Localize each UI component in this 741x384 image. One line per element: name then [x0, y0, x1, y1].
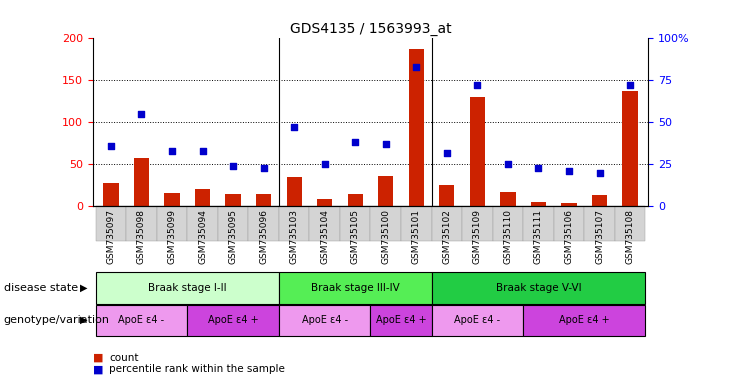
- Bar: [157, 206, 187, 242]
- Bar: [317, 200, 332, 206]
- Bar: [279, 206, 310, 242]
- Bar: [96, 272, 279, 304]
- Bar: [431, 305, 523, 336]
- Point: [380, 141, 392, 147]
- Point: [105, 143, 117, 149]
- Text: count: count: [109, 353, 139, 363]
- Point: [319, 161, 330, 167]
- Bar: [195, 189, 210, 206]
- Text: ApoE ε4 -: ApoE ε4 -: [302, 315, 348, 325]
- Title: GDS4135 / 1563993_at: GDS4135 / 1563993_at: [290, 22, 451, 36]
- Point: [227, 163, 239, 169]
- Bar: [287, 177, 302, 206]
- Bar: [462, 206, 493, 242]
- Bar: [218, 206, 248, 242]
- Point: [411, 64, 422, 70]
- Bar: [500, 192, 516, 206]
- Bar: [187, 305, 279, 336]
- Bar: [378, 176, 393, 206]
- Bar: [431, 206, 462, 242]
- Point: [594, 170, 605, 176]
- Point: [441, 149, 453, 156]
- Point: [258, 164, 270, 170]
- Text: ApoE ε4 +: ApoE ε4 +: [376, 315, 426, 325]
- Bar: [370, 305, 431, 336]
- Bar: [622, 91, 638, 206]
- Bar: [470, 97, 485, 206]
- Bar: [531, 202, 546, 206]
- Point: [624, 82, 636, 88]
- Bar: [187, 206, 218, 242]
- Bar: [340, 206, 370, 242]
- Bar: [615, 206, 645, 242]
- Point: [136, 111, 147, 117]
- Bar: [431, 272, 645, 304]
- Text: ApoE ε4 -: ApoE ε4 -: [119, 315, 165, 325]
- Bar: [401, 206, 431, 242]
- Bar: [96, 305, 187, 336]
- Text: ■: ■: [93, 364, 103, 374]
- Bar: [592, 195, 607, 206]
- Bar: [562, 203, 576, 206]
- Text: percentile rank within the sample: percentile rank within the sample: [109, 364, 285, 374]
- Text: ApoE ε4 +: ApoE ε4 +: [559, 315, 610, 325]
- Text: Braak stage I-II: Braak stage I-II: [148, 283, 227, 293]
- Bar: [279, 272, 431, 304]
- Point: [166, 148, 178, 154]
- Text: ■: ■: [93, 353, 103, 363]
- Bar: [256, 194, 271, 206]
- Bar: [523, 305, 645, 336]
- Bar: [348, 194, 363, 206]
- Bar: [165, 193, 179, 206]
- Point: [471, 82, 483, 88]
- Bar: [126, 206, 157, 242]
- Point: [563, 168, 575, 174]
- Point: [349, 139, 361, 146]
- Text: Braak stage III-IV: Braak stage III-IV: [311, 283, 399, 293]
- Bar: [134, 158, 149, 206]
- Point: [502, 161, 514, 167]
- Bar: [493, 206, 523, 242]
- Text: genotype/variation: genotype/variation: [4, 315, 110, 325]
- Bar: [409, 49, 424, 206]
- Bar: [584, 206, 615, 242]
- Text: ApoE ε4 +: ApoE ε4 +: [207, 315, 259, 325]
- Point: [196, 148, 208, 154]
- Point: [288, 124, 300, 131]
- Text: disease state: disease state: [4, 283, 78, 293]
- Bar: [225, 194, 241, 206]
- Text: ApoE ε4 -: ApoE ε4 -: [454, 315, 500, 325]
- Bar: [279, 305, 370, 336]
- Bar: [523, 206, 554, 242]
- Bar: [248, 206, 279, 242]
- Bar: [310, 206, 340, 242]
- Text: Braak stage V-VI: Braak stage V-VI: [496, 283, 581, 293]
- Text: ▶: ▶: [80, 283, 87, 293]
- Bar: [370, 206, 401, 242]
- Bar: [554, 206, 584, 242]
- Bar: [103, 183, 119, 206]
- Point: [533, 164, 545, 170]
- Bar: [96, 206, 126, 242]
- Bar: [439, 185, 454, 206]
- Text: ▶: ▶: [80, 315, 87, 325]
